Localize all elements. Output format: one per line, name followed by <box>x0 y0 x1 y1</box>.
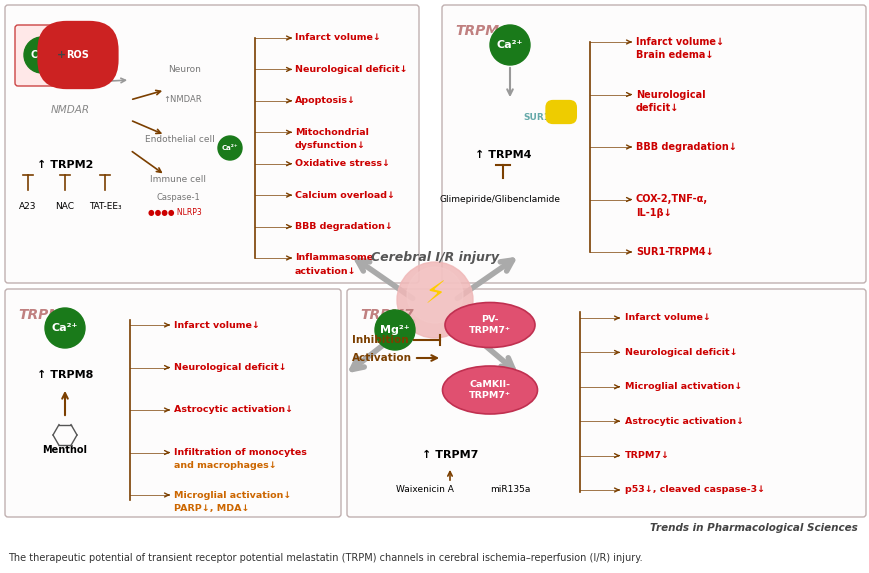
FancyBboxPatch shape <box>347 289 865 517</box>
Text: Infarct volume↓: Infarct volume↓ <box>624 313 710 323</box>
Text: ↑NMDAR: ↑NMDAR <box>163 96 202 104</box>
FancyBboxPatch shape <box>15 25 101 86</box>
Circle shape <box>375 310 415 350</box>
Text: Neurological deficit↓: Neurological deficit↓ <box>624 348 737 357</box>
Text: ●●●● NLRP3: ●●●● NLRP3 <box>148 209 202 218</box>
Text: Astrocytic activation↓: Astrocytic activation↓ <box>624 417 743 426</box>
Text: Ca²⁺: Ca²⁺ <box>30 50 54 60</box>
Text: Waixenicin A: Waixenicin A <box>395 485 454 494</box>
Text: Trends in Pharmacological Sciences: Trends in Pharmacological Sciences <box>649 523 857 533</box>
Text: TRPM2: TRPM2 <box>18 24 71 38</box>
Text: TRPM7↓: TRPM7↓ <box>624 451 669 460</box>
Text: ROS: ROS <box>67 50 90 60</box>
Text: Menthol: Menthol <box>43 445 88 455</box>
Text: NAC: NAC <box>56 202 75 211</box>
Text: Infiltration of monocytes: Infiltration of monocytes <box>174 448 307 457</box>
Text: Calcium overload↓: Calcium overload↓ <box>295 191 395 199</box>
Text: Infarct volume↓: Infarct volume↓ <box>295 33 381 42</box>
Circle shape <box>24 37 60 73</box>
Text: dysfunction↓: dysfunction↓ <box>295 141 366 150</box>
Text: Microglial activation↓: Microglial activation↓ <box>624 382 741 391</box>
Text: ↑ TRPM7: ↑ TRPM7 <box>421 450 478 460</box>
Text: ↑ TRPM8: ↑ TRPM8 <box>36 370 93 380</box>
Text: BBB degradation↓: BBB degradation↓ <box>635 142 736 152</box>
Text: p53↓, cleaved caspase-3↓: p53↓, cleaved caspase-3↓ <box>624 485 764 494</box>
Text: SUR1: SUR1 <box>522 113 549 123</box>
Text: activation↓: activation↓ <box>295 266 356 276</box>
Text: Astrocytic activation↓: Astrocytic activation↓ <box>174 406 293 414</box>
Text: and macrophages↓: and macrophages↓ <box>174 461 276 470</box>
Text: +: + <box>57 50 67 60</box>
Text: Neurological: Neurological <box>635 89 705 100</box>
Text: ↑ TRPM4: ↑ TRPM4 <box>474 150 531 160</box>
Text: IL-1β↓: IL-1β↓ <box>635 207 671 218</box>
Text: deficit↓: deficit↓ <box>635 103 679 112</box>
Text: A23: A23 <box>19 202 36 211</box>
Text: Ca²⁺: Ca²⁺ <box>496 40 522 50</box>
Circle shape <box>396 262 473 338</box>
Text: Brain edema↓: Brain edema↓ <box>635 50 713 60</box>
Text: Activation: Activation <box>352 353 412 363</box>
Text: Infarct volume↓: Infarct volume↓ <box>174 320 260 329</box>
FancyBboxPatch shape <box>441 5 865 283</box>
Text: BBB degradation↓: BBB degradation↓ <box>295 222 393 231</box>
FancyBboxPatch shape <box>5 5 419 283</box>
Text: COX-2,TNF-α,: COX-2,TNF-α, <box>635 194 707 205</box>
Text: Neuron: Neuron <box>169 65 202 74</box>
Circle shape <box>218 136 242 160</box>
Text: CaMKII-
TRPM7⁺: CaMKII- TRPM7⁺ <box>468 380 510 400</box>
Text: TRPM4: TRPM4 <box>454 24 508 38</box>
Text: Caspase-1: Caspase-1 <box>156 194 200 202</box>
Text: Mitochondrial: Mitochondrial <box>295 128 368 137</box>
Circle shape <box>489 25 529 65</box>
Text: ↑ TRPM2: ↑ TRPM2 <box>36 160 93 170</box>
Text: Neurological deficit↓: Neurological deficit↓ <box>295 65 408 74</box>
Text: Ca²⁺: Ca²⁺ <box>222 145 238 151</box>
Text: Immune cell: Immune cell <box>149 175 206 185</box>
Text: Neurological deficit↓: Neurological deficit↓ <box>174 363 286 372</box>
Text: Microglial activation↓: Microglial activation↓ <box>174 490 291 500</box>
Text: PV-
TRPM7⁺: PV- TRPM7⁺ <box>468 315 510 335</box>
Text: Endothelial cell: Endothelial cell <box>145 135 215 144</box>
Text: TRPM7: TRPM7 <box>360 308 413 322</box>
Text: The therapeutic potential of transient receptor potential melastatin (TRPM) chan: The therapeutic potential of transient r… <box>8 553 642 563</box>
Text: SUR1-TRPM4↓: SUR1-TRPM4↓ <box>635 247 713 257</box>
Text: Inflammasome: Inflammasome <box>295 253 373 262</box>
Text: NMDAR: NMDAR <box>50 105 90 115</box>
Circle shape <box>407 267 462 323</box>
Text: Infarct volume↓: Infarct volume↓ <box>635 37 723 47</box>
Text: Inhibition: Inhibition <box>352 335 408 345</box>
Text: TRPM8: TRPM8 <box>18 308 71 322</box>
Text: Mg²⁺: Mg²⁺ <box>380 325 409 335</box>
Text: miR135a: miR135a <box>489 485 529 494</box>
Text: Glimepiride/Glibenclamide: Glimepiride/Glibenclamide <box>439 195 560 205</box>
FancyBboxPatch shape <box>5 289 341 517</box>
Text: Apoptosis↓: Apoptosis↓ <box>295 96 355 105</box>
Circle shape <box>45 308 85 348</box>
Text: Ca²⁺: Ca²⁺ <box>52 323 78 333</box>
Text: Oxidative stress↓: Oxidative stress↓ <box>295 159 389 168</box>
Ellipse shape <box>444 303 534 347</box>
Text: TAT-EE₃: TAT-EE₃ <box>89 202 121 211</box>
Text: ATP: ATP <box>553 108 568 116</box>
Text: Cerebral I/R injury: Cerebral I/R injury <box>370 252 499 265</box>
Text: ⚡: ⚡ <box>424 281 445 309</box>
Ellipse shape <box>442 366 537 414</box>
Text: PARP↓, MDA↓: PARP↓, MDA↓ <box>174 504 249 512</box>
